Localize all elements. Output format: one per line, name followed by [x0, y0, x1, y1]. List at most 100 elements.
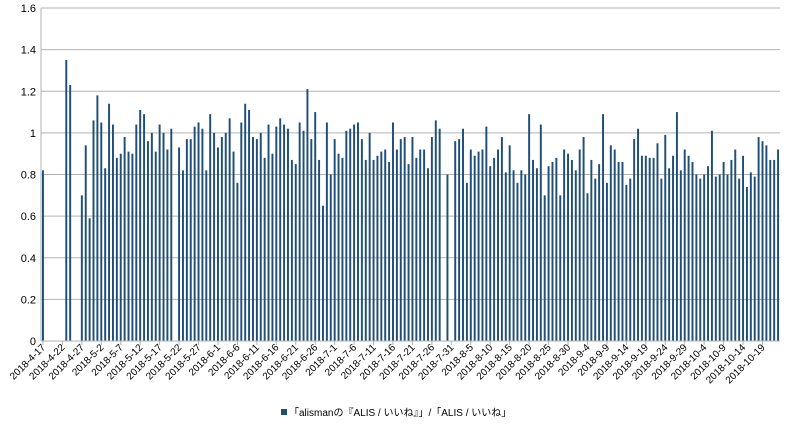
bar — [240, 122, 243, 341]
bar — [664, 134, 667, 341]
bar — [512, 170, 515, 341]
bar — [683, 149, 686, 341]
bar — [185, 139, 188, 341]
y-tick-label: 1.2 — [21, 86, 36, 98]
bar — [166, 149, 169, 341]
bar — [189, 139, 192, 341]
bar — [637, 128, 640, 341]
bar — [559, 195, 562, 341]
bar — [376, 155, 379, 341]
bar — [115, 157, 118, 341]
bar — [224, 132, 227, 341]
bar — [259, 132, 262, 341]
bar — [178, 147, 181, 341]
bar — [197, 122, 200, 341]
bar — [209, 114, 212, 341]
bar — [757, 137, 760, 341]
bar — [761, 141, 764, 341]
bar — [656, 143, 659, 341]
x-tick-labels: 2018-4-172018-4-222018-4-272018-5-22018-… — [8, 342, 768, 386]
bar — [613, 149, 616, 341]
y-tick-label: 1.4 — [21, 45, 36, 57]
bar — [333, 139, 336, 341]
bar — [648, 157, 651, 341]
bar — [294, 164, 297, 341]
bar — [131, 153, 134, 341]
bar — [345, 130, 348, 341]
bar — [726, 174, 729, 341]
bar — [100, 122, 103, 341]
bar — [158, 124, 161, 341]
bar — [349, 128, 352, 341]
bar — [722, 162, 725, 341]
bar — [41, 170, 44, 341]
bar — [216, 147, 219, 341]
bar — [609, 145, 612, 341]
bar — [290, 159, 293, 341]
bar — [314, 112, 317, 341]
y-tick-label: 0 — [30, 336, 36, 348]
bar — [563, 149, 566, 341]
bar — [384, 149, 387, 341]
bar — [707, 166, 710, 341]
bar — [423, 149, 426, 341]
bar — [392, 122, 394, 341]
bar — [205, 170, 208, 341]
bar — [551, 162, 554, 341]
bar — [310, 139, 313, 341]
bar — [454, 141, 457, 341]
bar — [590, 159, 593, 341]
bar — [524, 174, 527, 341]
legend-swatch — [281, 409, 287, 415]
bar — [65, 60, 68, 341]
bar — [699, 178, 702, 341]
bar — [337, 153, 340, 341]
bar — [341, 157, 344, 341]
bar — [306, 89, 309, 341]
bar — [594, 178, 597, 341]
bar — [213, 132, 216, 341]
bar — [104, 168, 107, 341]
bar — [228, 118, 231, 342]
bar — [427, 168, 429, 341]
bar — [438, 128, 441, 341]
bar — [485, 126, 488, 341]
bar — [769, 159, 772, 341]
bar — [493, 157, 496, 341]
bar — [88, 218, 91, 341]
bar — [248, 109, 251, 341]
bar — [567, 153, 569, 341]
bar — [92, 120, 95, 341]
bar — [602, 114, 605, 341]
bar — [372, 159, 375, 341]
bar — [119, 153, 122, 341]
bar — [586, 193, 589, 341]
bar — [753, 176, 756, 341]
bar — [528, 114, 531, 341]
bar — [267, 124, 270, 341]
bar — [111, 124, 114, 341]
bar — [458, 139, 461, 341]
bar — [773, 159, 776, 341]
legend: 「alismanの『ALIS / いいね』」/「ALIS / いいね」 — [281, 407, 511, 419]
bar — [765, 145, 768, 341]
bar — [283, 124, 286, 341]
bar — [399, 139, 402, 341]
y-tick-label: 1 — [30, 128, 36, 140]
bar — [473, 155, 476, 341]
bar — [687, 155, 690, 341]
bar — [734, 149, 737, 341]
bar — [633, 139, 636, 341]
bar — [598, 164, 601, 341]
bar — [271, 153, 274, 341]
bar — [318, 159, 321, 341]
bar — [146, 141, 149, 341]
bar — [415, 157, 418, 341]
bar — [621, 162, 624, 341]
bar — [360, 139, 363, 341]
bar — [220, 137, 223, 341]
bar — [357, 122, 359, 341]
bar — [555, 157, 558, 341]
